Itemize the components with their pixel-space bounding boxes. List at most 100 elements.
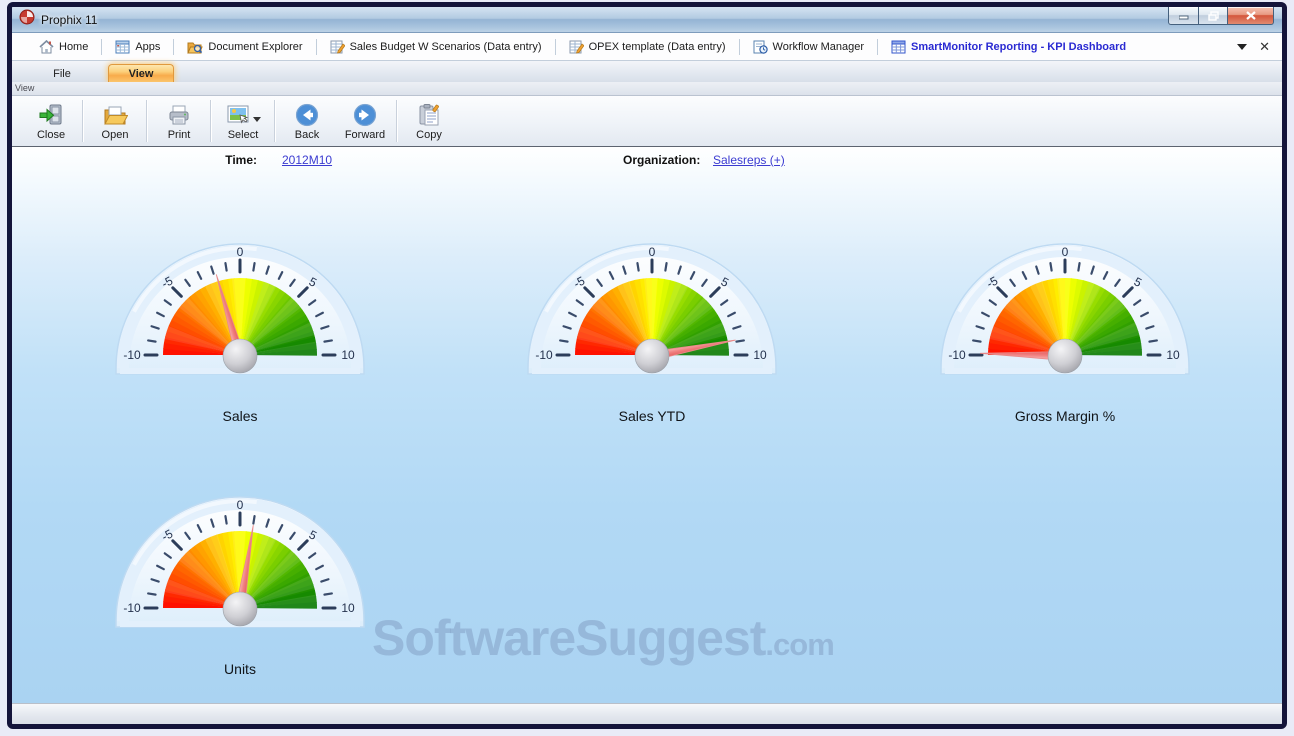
print-button[interactable]: Print: [150, 100, 208, 143]
time-filter-label: Time:: [225, 153, 257, 167]
tab-divider: [173, 38, 175, 55]
time-filter-link[interactable]: 2012M10: [282, 153, 333, 167]
close-view-button[interactable]: Close: [22, 100, 80, 143]
tab-label: SmartMonitor Reporting - KPI Dashboard: [911, 40, 1127, 53]
select-button[interactable]: Select: [214, 100, 272, 143]
svg-text:0: 0: [237, 498, 244, 512]
ribbon-group-caption: View: [12, 82, 1282, 96]
tab-apps[interactable]: Apps: [102, 33, 173, 60]
svg-text:0: 0: [649, 245, 656, 259]
data-entry-icon: [330, 40, 345, 53]
tab-opex-template[interactable]: OPEX template (Data entry): [556, 33, 739, 60]
gauge-title: Gross Margin %: [1014, 408, 1116, 424]
back-arrow-icon: [295, 103, 319, 126]
tab-divider: [738, 38, 740, 55]
window-close-button[interactable]: [1227, 7, 1274, 25]
tab-list-dropdown-icon[interactable]: [1237, 43, 1248, 50]
toolbar-separator: [210, 100, 212, 142]
folder-search-icon: [187, 42, 204, 53]
svg-text:10: 10: [1166, 348, 1180, 362]
data-entry-icon: [569, 40, 584, 53]
toolbar-label: Back: [294, 128, 320, 141]
ribbon-tab-bar: File View: [12, 61, 1282, 82]
svg-text:10: 10: [753, 348, 767, 362]
toolbar-label: Forward: [344, 128, 386, 141]
open-folder-icon: [104, 106, 128, 124]
smartmonitor-grid-icon: [891, 40, 906, 53]
gauge-units: -10 -5 0 5 10 Units: [110, 488, 370, 677]
minimize-button[interactable]: [1168, 7, 1199, 25]
svg-text:-10: -10: [535, 348, 553, 362]
select-image-icon: [227, 105, 248, 124]
close-door-icon: [39, 104, 62, 124]
tab-divider: [554, 38, 556, 55]
copy-button[interactable]: Copy: [400, 100, 458, 143]
print-icon: [169, 105, 189, 124]
tab-label: Workflow Manager: [772, 40, 865, 53]
application-window: Prophix 11: [7, 2, 1287, 729]
toolbar-separator: [274, 100, 276, 142]
tab-document-explorer[interactable]: Document Explorer: [174, 33, 315, 60]
watermark: SoftwareSuggest.com: [372, 610, 835, 666]
restore-button[interactable]: [1199, 7, 1227, 25]
dashboard-content: Time: 2012M10 Organization: Salesreps (+…: [12, 147, 1282, 703]
tab-smartmonitor-kpi-dashboard[interactable]: SmartMonitor Reporting - KPI Dashboard: [878, 33, 1139, 60]
tab-label: Sales Budget W Scenarios (Data entry): [349, 40, 542, 53]
ribbon-tab-view[interactable]: View: [108, 64, 174, 82]
toolbar-separator: [82, 100, 84, 142]
toolbar-separator: [146, 100, 148, 142]
back-button[interactable]: Back: [278, 100, 336, 143]
toolbar-label: Open: [101, 128, 129, 141]
document-tab-strip: Home Apps Document Explorer: [12, 33, 1282, 61]
tab-divider: [315, 38, 317, 55]
close-x-icon: [1245, 11, 1256, 20]
svg-text:-10: -10: [123, 348, 141, 362]
toolbar-label: Close: [36, 128, 66, 141]
tab-workflow-manager[interactable]: Workflow Manager: [740, 33, 878, 60]
tab-divider: [877, 38, 879, 55]
workflow-clock-icon: [753, 40, 768, 54]
window-title: Prophix 11: [41, 12, 98, 27]
tab-close-icon[interactable]: ✕: [1259, 39, 1270, 54]
tab-label: Home: [59, 40, 89, 53]
toolbar: Close Open Print: [12, 96, 1282, 147]
gauge-sales: -10 -5 0 5 10 Sales: [110, 235, 370, 424]
home-icon: [39, 39, 54, 53]
restore-icon: [1207, 10, 1219, 21]
tab-label: Apps: [135, 40, 161, 53]
tab-sales-budget[interactable]: Sales Budget W Scenarios (Data entry): [317, 33, 555, 60]
status-bar: [12, 703, 1282, 724]
svg-text:-10: -10: [948, 348, 966, 362]
gauge-gross-margin: -10 -5 0 5 10 Gross Margin %: [935, 235, 1195, 424]
organization-filter-link[interactable]: Salesreps (+): [713, 153, 785, 167]
minimize-icon: [1178, 15, 1188, 20]
toolbar-label: Select: [227, 128, 259, 141]
svg-text:0: 0: [1062, 245, 1069, 259]
forward-arrow-icon: [353, 103, 377, 126]
toolbar-separator: [396, 100, 398, 142]
tab-divider: [101, 38, 103, 55]
ribbon-tab-file[interactable]: File: [53, 68, 71, 80]
gauge-title: Sales: [222, 408, 258, 424]
gauge-title: Units: [224, 661, 256, 677]
title-bar[interactable]: Prophix 11: [12, 7, 1282, 33]
prophix-logo-icon: [19, 9, 35, 30]
toolbar-label: Print: [167, 128, 191, 141]
svg-text:10: 10: [341, 601, 355, 615]
toolbar-label: Copy: [416, 128, 442, 141]
svg-text:-10: -10: [123, 601, 141, 615]
tab-home[interactable]: Home: [26, 33, 101, 60]
forward-button[interactable]: Forward: [336, 100, 394, 143]
copy-icon: [419, 103, 439, 125]
svg-text:10: 10: [341, 348, 355, 362]
select-dropdown-icon[interactable]: [252, 117, 261, 122]
open-button[interactable]: Open: [86, 100, 144, 143]
apps-icon: [115, 40, 130, 53]
gauge-title: Sales YTD: [618, 408, 686, 424]
tab-label: Document Explorer: [208, 40, 303, 53]
tab-label: OPEX template (Data entry): [588, 40, 726, 53]
